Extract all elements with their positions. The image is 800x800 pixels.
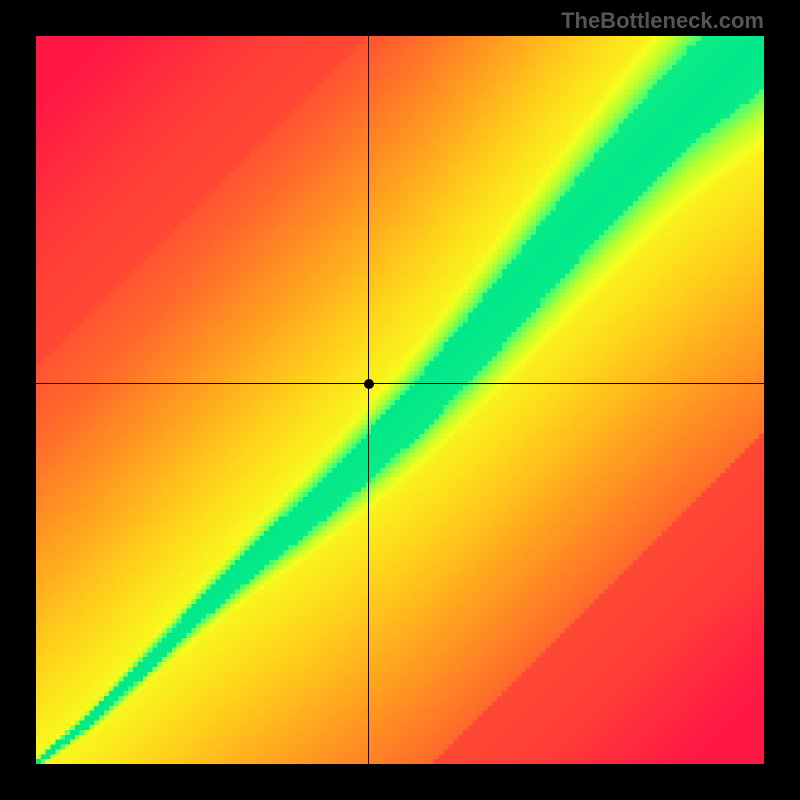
heatmap-canvas	[36, 36, 764, 764]
chart-frame: TheBottleneck.com	[0, 0, 800, 800]
plot-area	[36, 36, 764, 764]
crosshair-horizontal	[36, 383, 764, 384]
watermark-text: TheBottleneck.com	[561, 8, 764, 34]
crosshair-vertical	[368, 36, 369, 764]
marker-dot	[364, 379, 374, 389]
